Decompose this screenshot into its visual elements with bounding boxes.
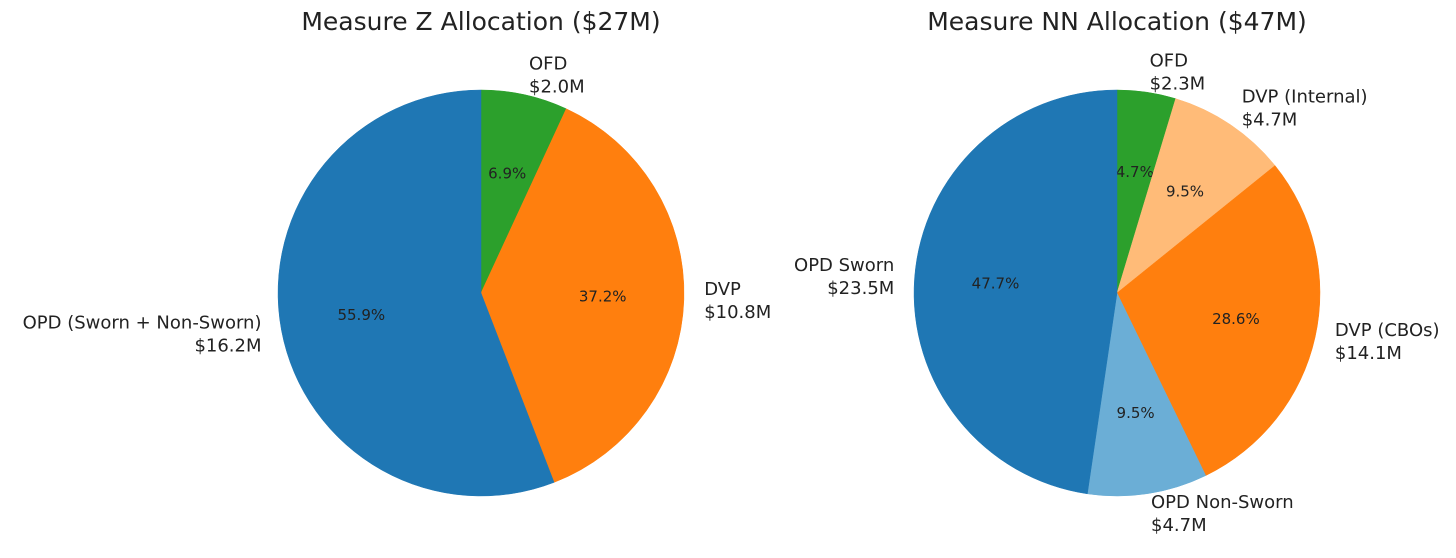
measure-nn-amount-opd-non-sworn: $4.7M: [1151, 515, 1207, 536]
measure-z-pie-chart: Measure Z Allocation ($27M) 6.9% OFD$2.0M 3…: [23, 7, 771, 497]
measure-nn-label-dvp-internal: DVP (Internal): [1242, 86, 1368, 107]
measure-nn-label-opd-non-sworn: OPD Non-Sworn: [1151, 492, 1294, 513]
measure-nn-percent-dvp-internal: 9.5%: [1166, 183, 1204, 201]
measure-z-percent-opd-sworn-non-sworn: 55.9%: [337, 306, 385, 324]
measure-nn-pie-chart: Measure NN Allocation ($47M) 4.7% OFD$2.3M…: [794, 7, 1439, 536]
measure-z-amount-dvp: $10.8M: [704, 302, 771, 323]
measure-nn-slice-dvp-internal: [1116, 98, 1276, 294]
measure-nn-amount-opd-sworn: $23.5M: [827, 278, 894, 299]
measure-z-label-opd-sworn-non-sworn: OPD (Sworn + Non-Sworn): [23, 312, 262, 333]
measure-nn-percent-ofd: 4.7%: [1116, 163, 1154, 181]
measure-nn-chart-title: Measure NN Allocation ($47M): [927, 7, 1307, 36]
measure-nn-percent-opd-non-sworn: 9.5%: [1117, 404, 1155, 422]
measure-nn-label-dvp-cbos: DVP (CBOs): [1335, 320, 1440, 341]
measure-z-amount-opd-sworn-non-sworn: $16.2M: [194, 335, 261, 356]
measure-nn-label-ofd: OFD: [1150, 51, 1188, 72]
measure-nn-slice-dvp-cbos: [1116, 165, 1321, 476]
measure-nn-amount-dvp-internal: $4.7M: [1242, 109, 1298, 130]
measure-nn-amount-dvp-cbos: $14.1M: [1335, 343, 1402, 364]
measure-z-amount-ofd: $2.0M: [529, 76, 585, 97]
measure-nn-percent-dvp-cbos: 28.6%: [1212, 310, 1260, 328]
measure-z-percent-dvp: 37.2%: [579, 288, 627, 306]
measure-nn-percent-opd-sworn: 47.7%: [972, 275, 1020, 293]
measure-z-slice-opd-sworn-non-sworn: [277, 89, 555, 497]
measure-z-label-dvp: DVP: [704, 279, 741, 300]
measure-nn-amount-ofd: $2.3M: [1150, 74, 1206, 95]
measure-z-label-ofd: OFD: [529, 53, 567, 74]
measure-nn-label-opd-sworn: OPD Sworn: [794, 255, 894, 276]
measure-z-slice-dvp: [480, 108, 685, 483]
measure-z-chart-title: Measure Z Allocation ($27M): [301, 7, 660, 36]
measure-nn-slice-opd-sworn: [913, 89, 1118, 495]
measure-z-percent-ofd: 6.9%: [488, 165, 526, 183]
measure-nn-slice-opd-non-sworn: [1087, 292, 1207, 497]
